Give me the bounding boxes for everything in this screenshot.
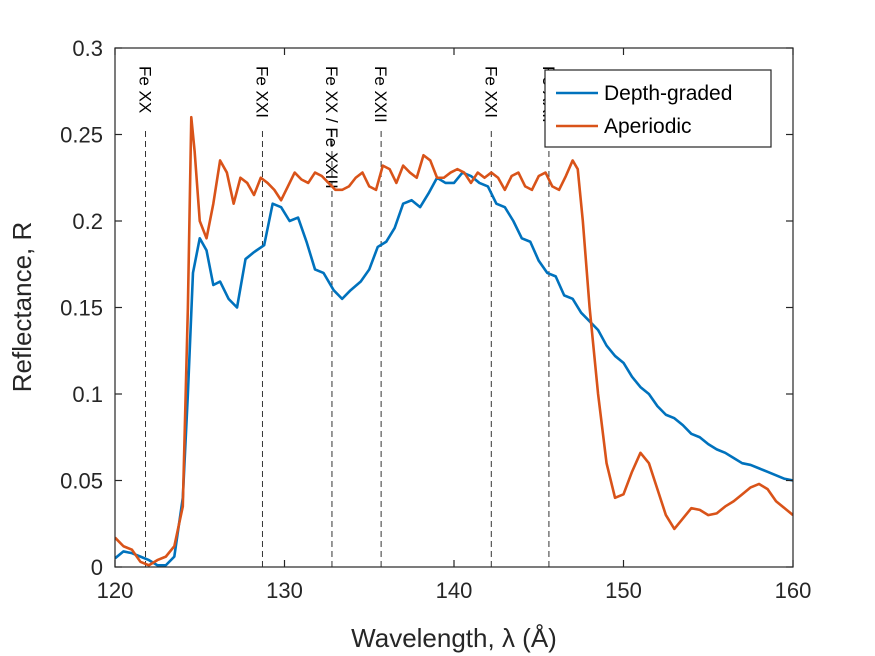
y-tick-label: 0.25 xyxy=(60,123,103,148)
emission-line-markers: Fe XX Fe XXI Fe XX / Fe XXIII Fe XXII Fe XXI… xyxy=(136,66,558,567)
x-tick-label: 120 xyxy=(97,578,134,603)
legend: Depth-graded Aperiodic xyxy=(544,69,772,148)
y-tick-label: 0.05 xyxy=(60,469,103,494)
x-tick-label: 140 xyxy=(436,578,473,603)
legend-label-aperiodic: Aperiodic xyxy=(604,115,692,138)
annotation-label: Fe XXI xyxy=(252,66,271,118)
y-axis-ticks: 0 0.05 0.1 0.15 0.2 0.25 0.3 xyxy=(60,36,793,580)
y-tick-label: 0.3 xyxy=(72,36,103,61)
series-line-depth-graded xyxy=(115,171,793,567)
y-axis-label: Reflectance, R xyxy=(7,222,37,393)
legend-box xyxy=(544,69,772,148)
annotation-label: Fe XXI xyxy=(481,66,500,118)
legend-label-depth-graded: Depth-graded xyxy=(604,82,732,105)
x-tick-label: 160 xyxy=(775,578,812,603)
x-axis-label: Wavelength, λ (Å) xyxy=(351,623,557,653)
y-tick-label: 0.15 xyxy=(60,296,103,321)
y-tick-label: 0.1 xyxy=(72,382,103,407)
annotation-label: Fe XX / Fe XXIII xyxy=(322,66,341,189)
y-tick-label: 0.2 xyxy=(72,209,103,234)
x-tick-label: 130 xyxy=(266,578,303,603)
x-axis-ticks: 120 130 140 150 160 xyxy=(97,48,812,603)
y-tick-label: 0 xyxy=(91,555,103,580)
series-line-aperiodic xyxy=(115,115,793,567)
annotation-label: Fe XX xyxy=(136,66,155,113)
x-tick-label: 150 xyxy=(605,578,642,603)
annotation-label: Fe XXII xyxy=(371,66,390,123)
